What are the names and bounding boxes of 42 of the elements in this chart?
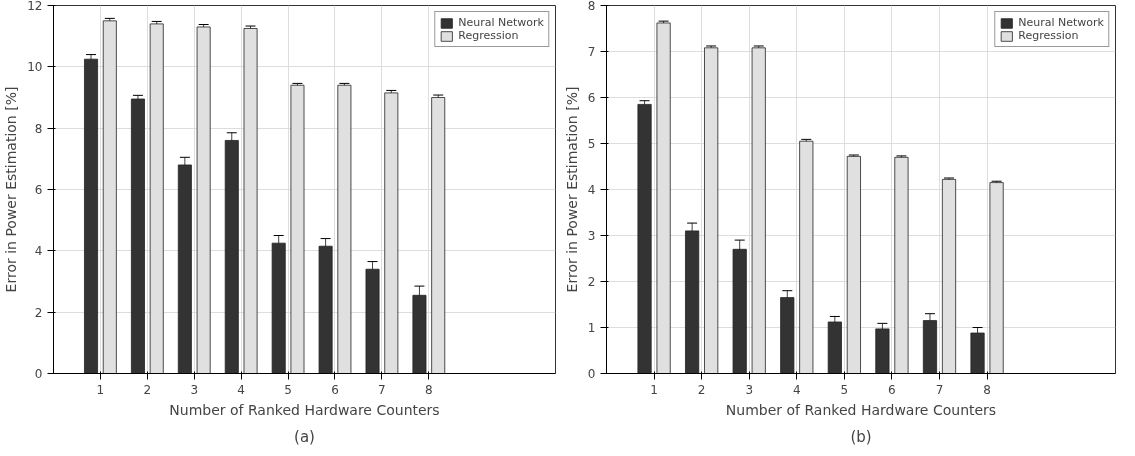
y-tick-label: 10 [27, 60, 43, 75]
x-tick-label: 2 [143, 382, 152, 397]
x-axis-title: Number of Ranked Hardware Counters [169, 401, 440, 418]
x-tick-label: 1 [96, 382, 105, 397]
y-tick-label: 8 [587, 0, 596, 13]
x-tick-label: 5 [284, 382, 292, 397]
x-tick-label: 1 [650, 382, 658, 397]
text: (a) [294, 427, 315, 446]
x-tick-label: 8 [983, 382, 991, 397]
x-tick-label: 8 [425, 382, 433, 397]
y-tick-label: 0 [34, 367, 43, 381]
x-tick-label: 2 [697, 382, 706, 397]
y-tick-label: 6 [587, 91, 596, 105]
y-tick-label: 7 [587, 45, 596, 59]
y-tick-label: 8 [34, 121, 43, 136]
x-tick-label: 4 [237, 382, 245, 397]
y-tick-label: 6 [34, 183, 43, 197]
y-tick-label: 2 [34, 305, 43, 320]
x-tick-label: 7 [935, 382, 944, 397]
legend-label: Neural Network [458, 16, 544, 29]
x-tick-label: 3 [190, 382, 199, 397]
text: (b) [850, 427, 872, 446]
x-tick-label: 3 [745, 382, 754, 397]
y-tick-label: 3 [587, 229, 596, 243]
x-tick-label: 5 [840, 382, 849, 397]
y-tick-label: 2 [587, 275, 596, 289]
legend-label: Regression [1018, 29, 1079, 42]
y-tick-label: 0 [587, 367, 596, 381]
y-axis-title: Error in Power Estimation [%] [563, 86, 580, 293]
y-tick-label: 5 [587, 137, 596, 151]
y-tick-label: 4 [587, 183, 596, 197]
legend-label: Neural Network [1018, 16, 1104, 29]
x-tick-label: 6 [888, 382, 896, 397]
x-tick-label: 7 [378, 382, 386, 397]
legend-label: Regression [458, 29, 519, 42]
x-axis-title: Number of Ranked Hardware Counters [725, 401, 997, 418]
y-tick-label: 4 [34, 244, 43, 259]
y-tick-label: 12 [27, 0, 43, 13]
y-tick-label: 1 [587, 321, 596, 335]
x-tick-label: 4 [792, 382, 801, 397]
y-axis-title: Error in Power Estimation [%] [3, 86, 20, 293]
x-tick-label: 6 [331, 382, 339, 397]
